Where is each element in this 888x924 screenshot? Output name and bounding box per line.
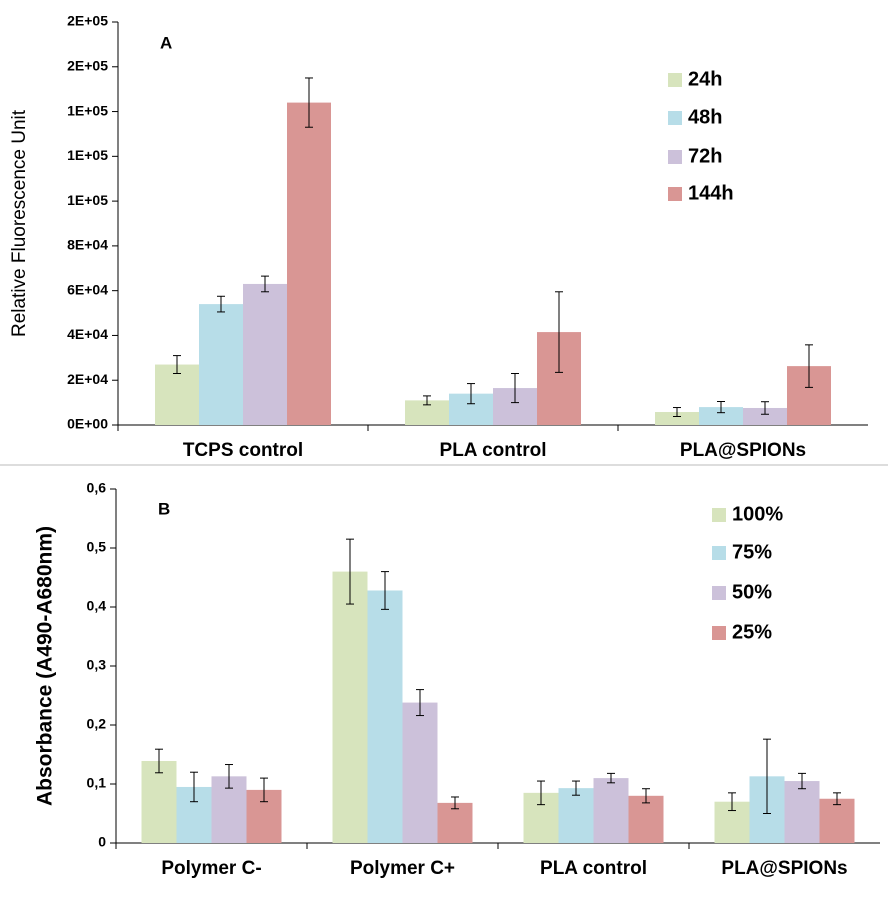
y-tick-label: 0,6 [87, 480, 107, 496]
legend-swatch [712, 626, 726, 640]
bar [819, 798, 855, 843]
y-tick-label: 1E+05 [67, 147, 108, 163]
legend-swatch [668, 150, 682, 164]
x-tick-label: PLA control [440, 440, 547, 461]
bar [655, 412, 699, 425]
bar [155, 364, 199, 425]
legend-label: 72h [688, 145, 722, 167]
y-tick-label: 0E+00 [67, 416, 108, 432]
legend-swatch [712, 586, 726, 600]
y-tick-label: 2E+05 [67, 13, 108, 29]
legend-label: 75% [732, 541, 772, 563]
bar [332, 571, 368, 843]
x-tick-label: TCPS control [183, 440, 303, 461]
y-axis-label: Relative Fluorescence Unit [9, 109, 30, 337]
y-tick-label: 8E+04 [67, 237, 108, 253]
legend-swatch [712, 508, 726, 522]
bar [402, 702, 438, 843]
y-tick-label: 0,2 [87, 716, 107, 732]
legend-label: 144h [688, 182, 734, 204]
bar [784, 781, 820, 843]
x-tick-label: PLA@SPIONs [721, 858, 847, 879]
y-tick-label: 0,4 [87, 598, 107, 614]
x-tick-label: PLA control [540, 858, 647, 879]
y-tick-label: 0,5 [87, 539, 107, 555]
legend-swatch [712, 546, 726, 560]
legend-swatch [668, 111, 682, 125]
y-tick-label: 1E+05 [67, 102, 108, 118]
bar [243, 283, 287, 425]
y-tick-label: 0 [98, 834, 106, 850]
x-tick-label: PLA@SPIONs [680, 440, 806, 461]
y-tick-label: 4E+04 [67, 326, 108, 342]
bar [367, 590, 403, 843]
legend-swatch [668, 73, 682, 87]
y-tick-label: 0,3 [87, 657, 107, 673]
legend-label: 48h [688, 106, 722, 128]
y-tick-label: 2E+04 [67, 371, 108, 387]
x-tick-label: Polymer C+ [350, 858, 455, 879]
bar [199, 304, 243, 425]
y-tick-label: 6E+04 [67, 281, 108, 297]
x-tick-label: Polymer C- [161, 858, 261, 879]
y-tick-label: 1E+05 [67, 192, 108, 208]
bar [437, 802, 473, 843]
legend-label: 25% [732, 621, 772, 643]
y-tick-label: 0,1 [87, 775, 107, 791]
y-axis-label: Absorbance (A490-A680nm) [34, 526, 57, 806]
bar [628, 795, 664, 843]
bar [593, 778, 629, 843]
y-tick-label: 2E+05 [67, 57, 108, 73]
legend-label: 24h [688, 68, 722, 90]
legend-label: 100% [732, 503, 783, 525]
bar [558, 788, 594, 843]
bar [743, 407, 787, 425]
panel-label: B [158, 499, 170, 518]
bar [699, 407, 743, 425]
panel-label: A [160, 33, 172, 52]
legend-label: 50% [732, 581, 772, 603]
bar [287, 102, 331, 425]
legend-swatch [668, 187, 682, 201]
bar [141, 760, 177, 843]
